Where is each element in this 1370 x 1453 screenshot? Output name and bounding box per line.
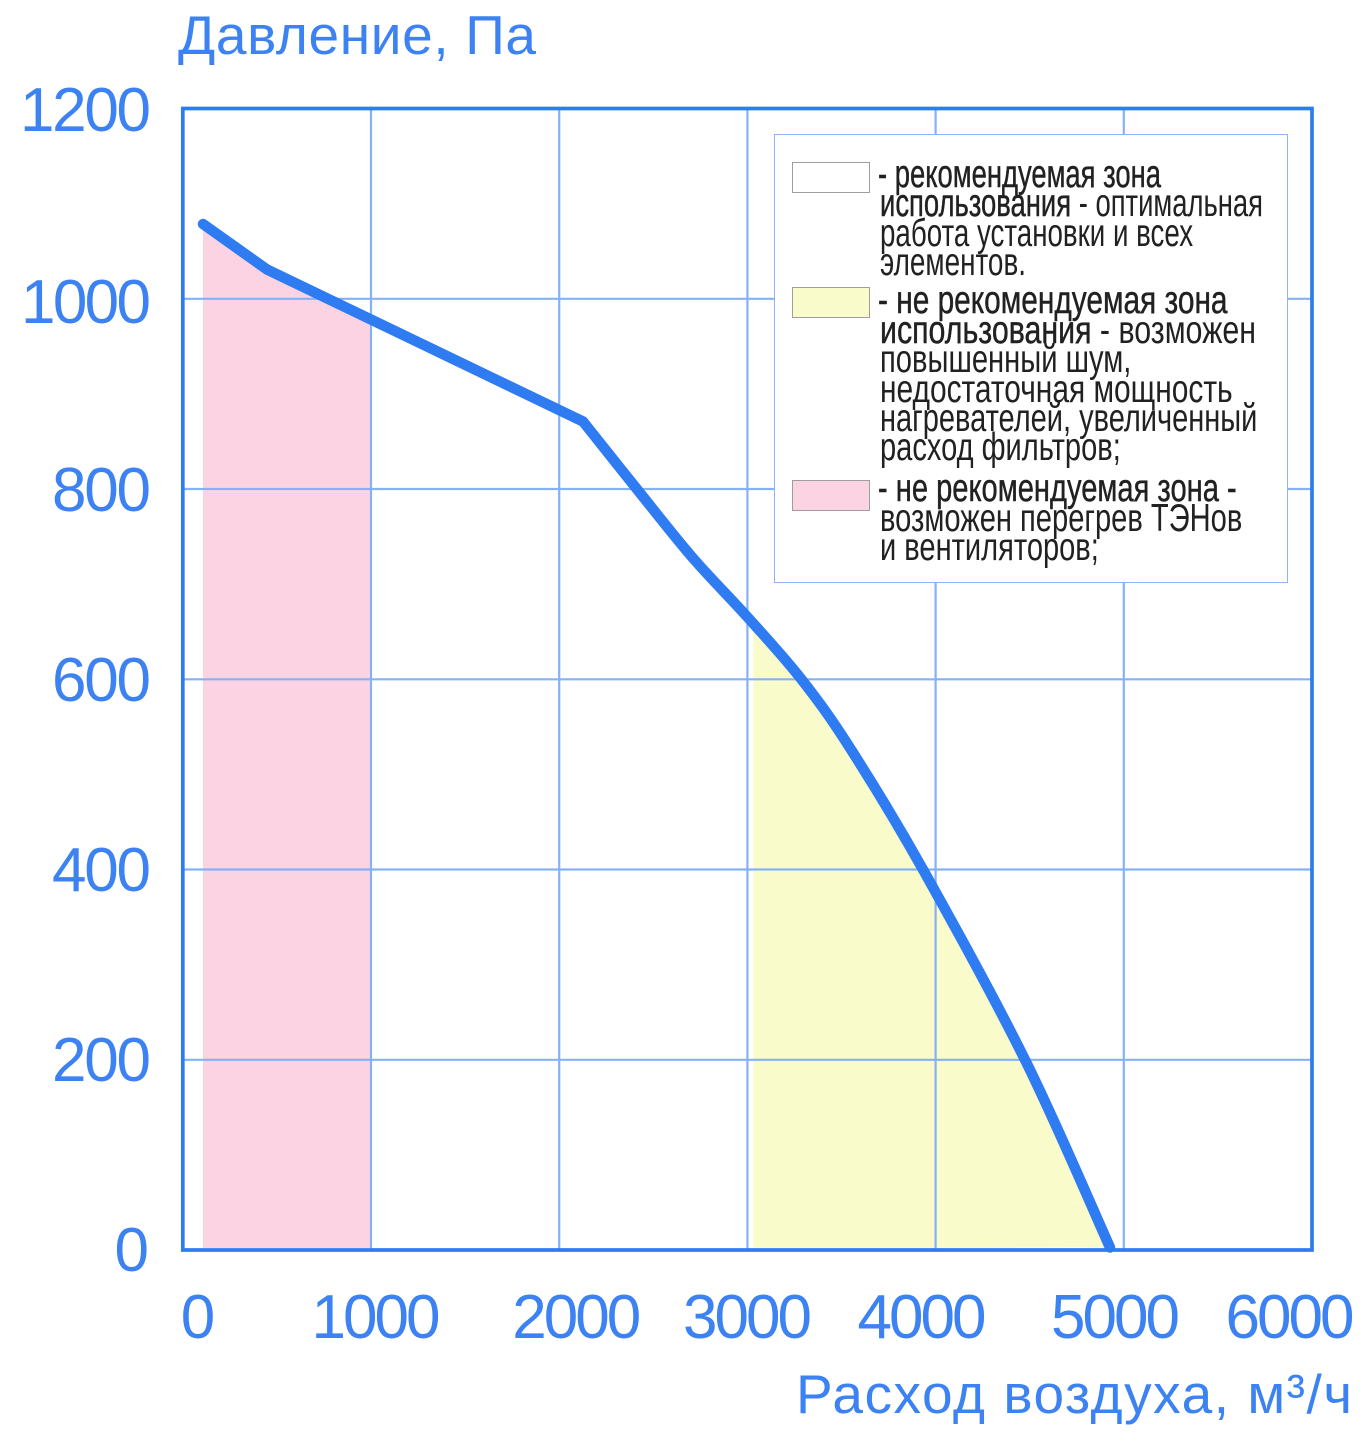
- svg-text:400: 400: [52, 836, 151, 905]
- svg-text:2000: 2000: [512, 1283, 641, 1352]
- svg-text:5000: 5000: [1051, 1283, 1180, 1352]
- svg-text:200: 200: [52, 1026, 151, 1095]
- svg-text:1000: 1000: [312, 1283, 441, 1352]
- svg-text:1200: 1200: [20, 76, 151, 145]
- svg-text:1000: 1000: [21, 268, 151, 337]
- svg-text:4000: 4000: [858, 1283, 987, 1352]
- svg-text:Давление, Па: Давление, Па: [178, 4, 536, 66]
- svg-text:6000: 6000: [1226, 1283, 1355, 1352]
- svg-text:600: 600: [52, 646, 151, 715]
- svg-text:Расход воздуха, м³/ч: Расход воздуха, м³/ч: [796, 1363, 1352, 1425]
- svg-text:0: 0: [115, 1216, 149, 1285]
- svg-text:800: 800: [52, 456, 151, 525]
- svg-text:0: 0: [181, 1283, 215, 1352]
- svg-text:3000: 3000: [683, 1283, 812, 1352]
